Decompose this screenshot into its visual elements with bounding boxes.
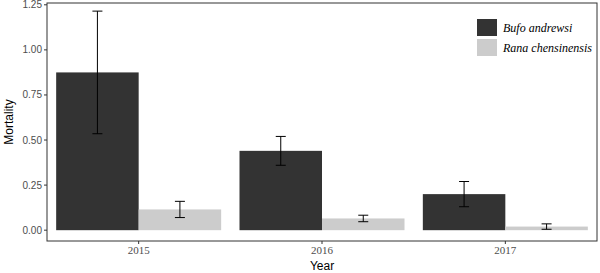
x-tick-label: 2017 <box>494 244 517 256</box>
error-bar <box>276 136 286 165</box>
plot-background <box>47 3 597 241</box>
error-bar <box>542 224 552 229</box>
error-bar-cap <box>542 223 552 224</box>
error-bar-cap <box>542 229 552 230</box>
legend-label: Bufo andrewsi <box>503 21 572 35</box>
error-bar-cap <box>459 206 469 207</box>
error-bar-cap <box>276 136 286 137</box>
error-bar-cap <box>175 201 185 202</box>
error-bar-stem <box>179 201 180 217</box>
y-tick-label: 0.75 <box>23 89 43 100</box>
legend-label: Rana chensinensis <box>502 41 592 55</box>
error-bar <box>459 182 469 207</box>
error-bar-cap <box>358 221 368 222</box>
x-tick-label: 2016 <box>311 244 334 256</box>
error-bar-stem <box>97 11 98 134</box>
y-tick-label: 1.00 <box>23 44 43 55</box>
y-tick-label: 0.00 <box>23 225 43 236</box>
x-tick-label: 2015 <box>128 244 151 256</box>
error-bar <box>175 201 185 217</box>
y-axis-label: Mortality <box>2 99 16 144</box>
error-bar-stem <box>546 224 547 229</box>
y-tick-label: 0.50 <box>23 135 43 146</box>
error-bar-stem <box>363 215 364 221</box>
error-bar-cap <box>92 11 102 12</box>
error-bar-cap <box>358 215 368 216</box>
legend-key <box>477 19 497 36</box>
legend-key <box>477 39 497 56</box>
error-bar-cap <box>175 217 185 218</box>
error-bar-stem <box>280 136 281 165</box>
error-bar <box>358 215 368 221</box>
error-bar-cap <box>459 181 469 182</box>
chart: 0.00 0.25 0.50 0.75 1.00 1.25 2015 2016 2017 Year… <box>0 0 600 273</box>
plot-frame <box>47 3 597 241</box>
error-bar <box>92 11 102 134</box>
error-bar-cap <box>276 165 286 166</box>
legend: Bufo andrewsi Rana chensinensis <box>477 19 592 56</box>
x-axis-label: Year <box>310 259 334 273</box>
error-bar-cap <box>92 133 102 134</box>
error-bar-stem <box>464 182 465 207</box>
y-tick-label: 1.25 <box>23 0 43 10</box>
y-tick-label: 0.25 <box>23 180 43 191</box>
